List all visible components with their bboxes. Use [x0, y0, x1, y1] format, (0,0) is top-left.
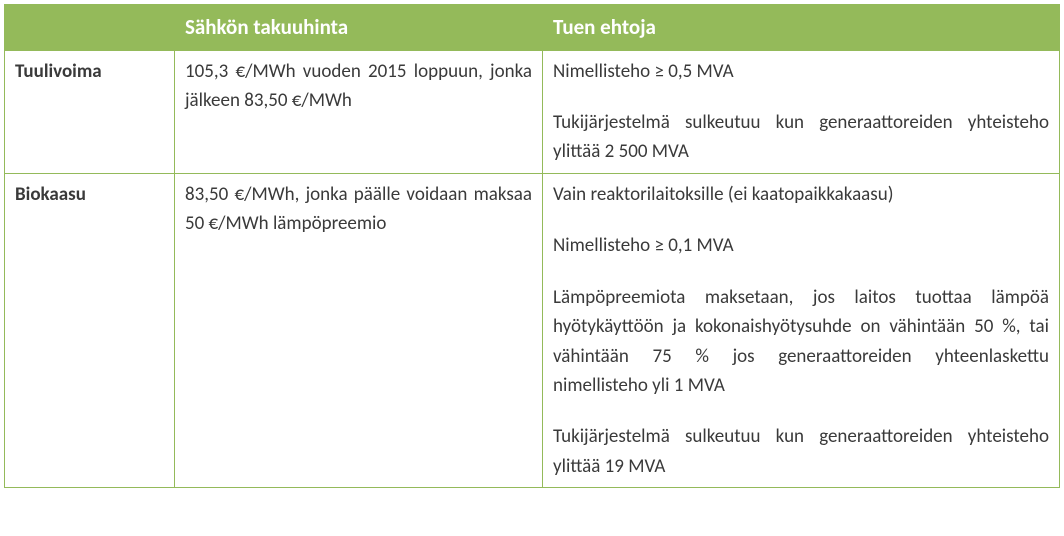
row-conditions: Nimellisteho ≥ 0,5 MVA Tukijärjestelmä s… — [543, 50, 1060, 173]
row-price: 83,50 €/MWh, jonka päälle voidaan maksaa… — [175, 173, 543, 488]
tariff-table: Sähkön takuuhinta Tuen ehtoja Tuulivoima… — [4, 4, 1060, 488]
condition-text: Tukijärjestelmä sulkeutuu kun generaatto… — [553, 108, 1049, 167]
table-header-row: Sähkön takuuhinta Tuen ehtoja — [5, 5, 1060, 51]
condition-text: Nimellisteho ≥ 0,1 MVA — [553, 231, 1049, 260]
row-conditions: Vain reaktorilaitoksille (ei kaatopaikka… — [543, 173, 1060, 488]
condition-text: Tukijärjestelmä sulkeutuu kun generaatto… — [553, 422, 1049, 481]
row-label: Tuulivoima — [5, 50, 175, 173]
table-container: Sähkön takuuhinta Tuen ehtoja Tuulivoima… — [0, 0, 1064, 492]
header-blank — [5, 5, 175, 51]
condition-text: Lämpöpreemiota maksetaan, jos laitos tuo… — [553, 283, 1049, 401]
header-price: Sähkön takuuhinta — [175, 5, 543, 51]
condition-text: Nimellisteho ≥ 0,5 MVA — [553, 57, 1049, 86]
price-text: 83,50 €/MWh, jonka päälle voidaan maksaa… — [185, 180, 532, 239]
row-label: Biokaasu — [5, 173, 175, 488]
condition-text: Vain reaktorilaitoksille (ei kaatopaikka… — [553, 180, 1049, 209]
table-row: Tuulivoima 105,3 €/MWh vuoden 2015 loppu… — [5, 50, 1060, 173]
row-price: 105,3 €/MWh vuoden 2015 loppuun, jonka j… — [175, 50, 543, 173]
price-text: 105,3 €/MWh vuoden 2015 loppuun, jonka j… — [185, 57, 532, 116]
header-conditions: Tuen ehtoja — [543, 5, 1060, 51]
table-row: Biokaasu 83,50 €/MWh, jonka päälle voida… — [5, 173, 1060, 488]
